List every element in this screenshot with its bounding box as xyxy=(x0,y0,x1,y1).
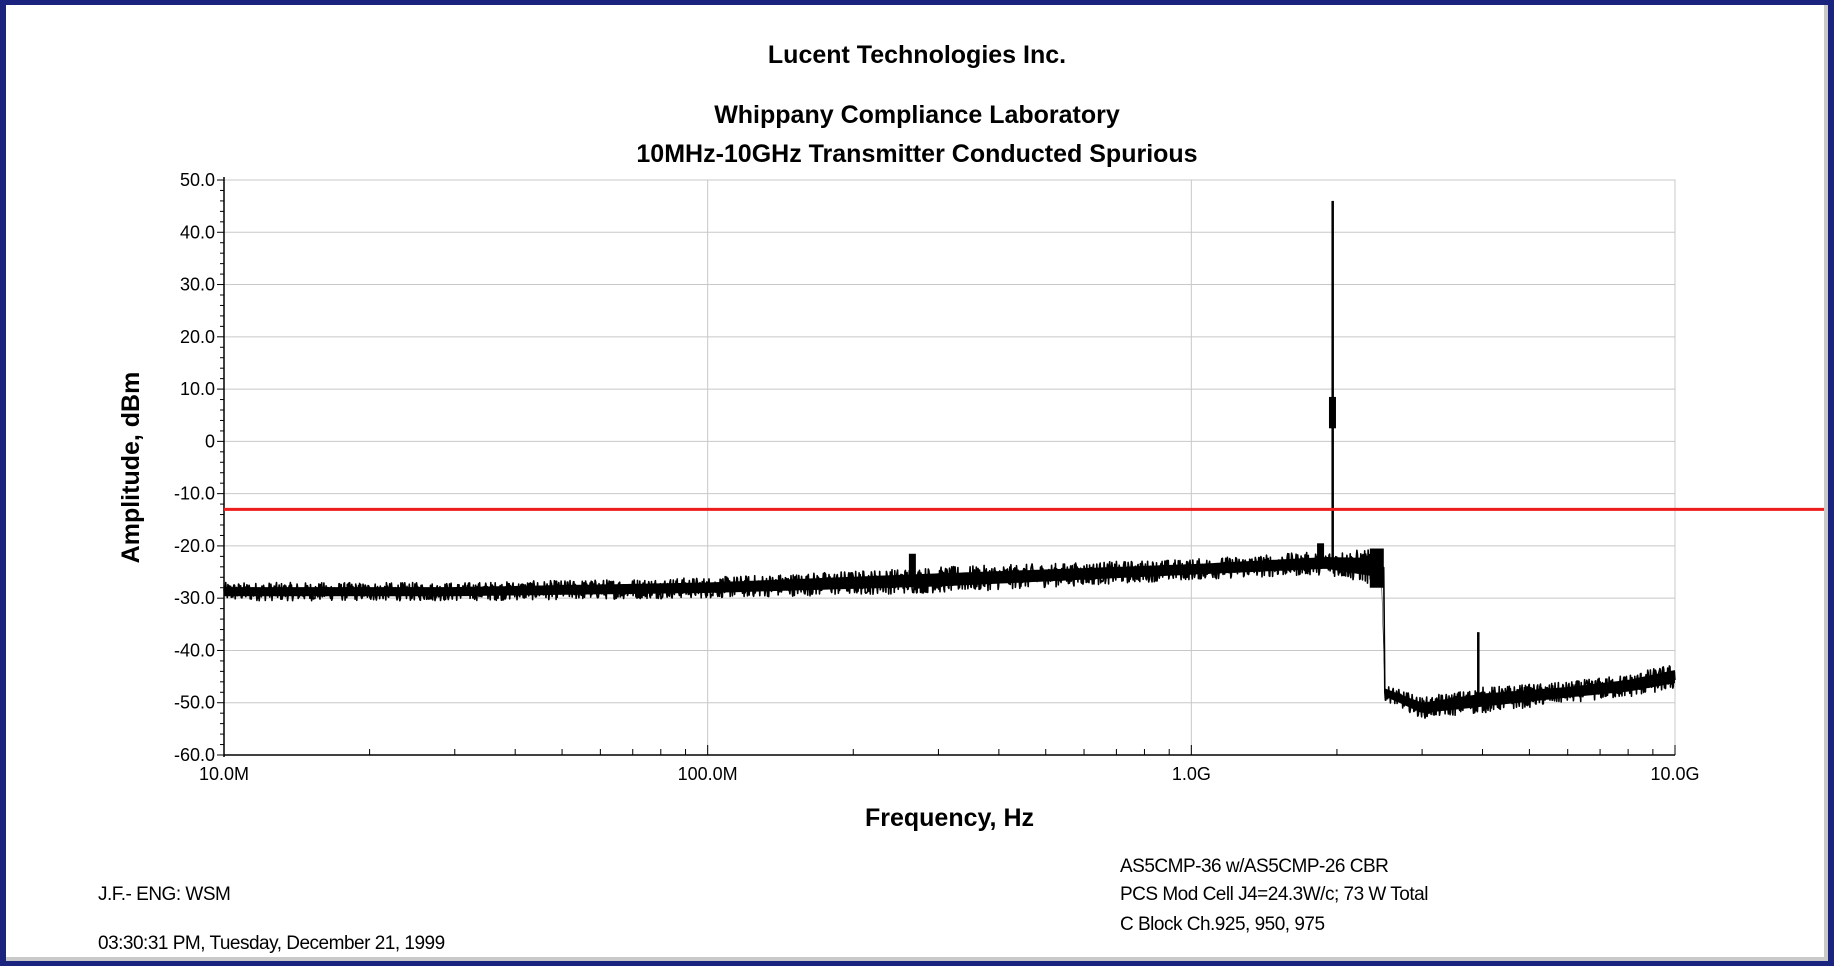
y-tick-label: 50.0 xyxy=(180,170,215,190)
series-spike xyxy=(1328,396,1336,429)
y-tick-label: 30.0 xyxy=(180,275,215,295)
x-tick-label: 10.0G xyxy=(1650,764,1699,784)
y-tick-label: 20.0 xyxy=(180,327,215,347)
y-tick-label: -30.0 xyxy=(174,588,215,608)
series-band xyxy=(224,557,1675,713)
operator-label: J.F.- ENG: WSM xyxy=(98,884,231,905)
company-title: Lucent Technologies Inc. xyxy=(767,41,1067,69)
y-axis-title: Amplitude, dBm xyxy=(117,372,145,564)
x-tick-label: 10.0M xyxy=(199,764,249,784)
spurious-chart: 50.0 40.0 30.0 20.0 10.0 0 -10.0 -20.0 -30.0 -40.… xyxy=(117,170,1824,832)
y-tick-label: -50.0 xyxy=(174,693,215,713)
equipment-note: AS5CMP-36 w/AS5CMP-26 CBR xyxy=(1120,856,1389,877)
y-tick-label: 10.0 xyxy=(180,379,215,399)
y-tick-label: 40.0 xyxy=(180,222,215,242)
y-tick-label: 0 xyxy=(205,431,215,451)
lab-title: Whippany Compliance Laboratory xyxy=(714,101,1120,129)
timestamp-label: 03:30:31 PM, Tuesday, December 21, 1999 xyxy=(98,933,445,954)
y-tick-label: -60.0 xyxy=(174,745,215,765)
y-tick-label: -40.0 xyxy=(174,640,215,660)
y-tick-label: -10.0 xyxy=(174,484,215,504)
x-tick-label: 100.0M xyxy=(678,764,738,784)
y-tick-label: -20.0 xyxy=(174,536,215,556)
chart-window: Lucent Technologies Inc. Whippany Compli… xyxy=(6,5,1828,961)
series-spike xyxy=(1331,200,1334,562)
series-spike xyxy=(908,553,916,583)
series-spike xyxy=(1477,632,1480,703)
channel-note: C Block Ch.925, 950, 975 xyxy=(1120,914,1325,935)
chart-title: 10MHz-10GHz Transmitter Conducted Spurio… xyxy=(636,140,1198,168)
x-tick-label: 1.0G xyxy=(1172,764,1211,784)
power-note: PCS Mod Cell J4=24.3W/c; 73 W Total xyxy=(1120,884,1428,905)
series-block xyxy=(1369,548,1384,588)
x-axis-title: Frequency, Hz xyxy=(865,804,1034,832)
plot-area xyxy=(223,179,1676,756)
series-spike xyxy=(1317,543,1325,562)
